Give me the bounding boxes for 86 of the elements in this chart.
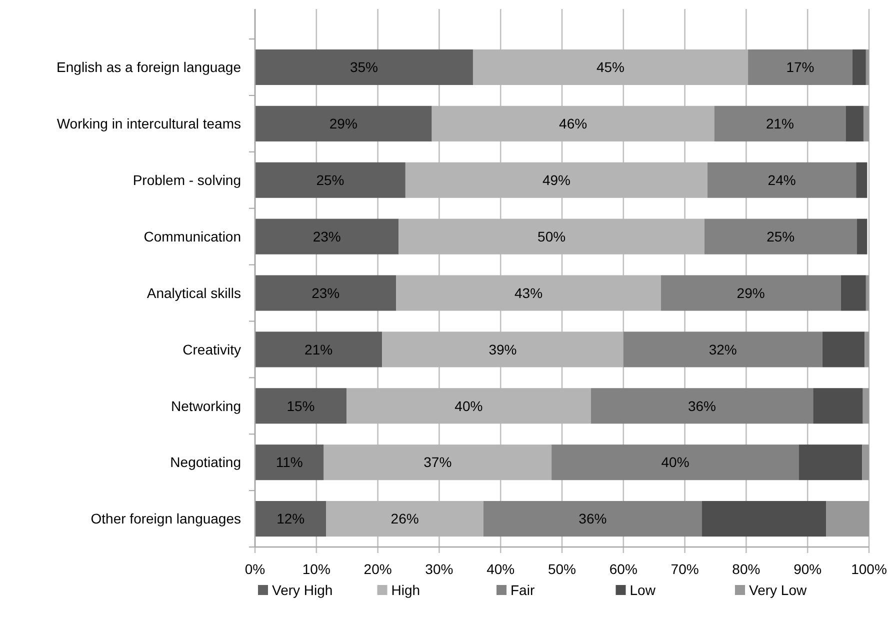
data-label: 43%	[514, 284, 543, 301]
bar	[866, 275, 869, 311]
data-label: 21%	[304, 341, 333, 358]
bar	[866, 49, 869, 85]
bar	[483, 501, 702, 537]
x-tick-label: 20%	[364, 561, 392, 577]
bar	[862, 388, 869, 424]
data-label: 40%	[661, 454, 690, 470]
data-label: 24%	[768, 172, 796, 188]
data-label: 29%	[736, 284, 765, 301]
bar	[660, 275, 841, 311]
y-tick-label: Communication	[144, 228, 241, 244]
legend-label: Low	[630, 582, 656, 598]
data-label: 15%	[286, 398, 315, 414]
bar	[552, 444, 800, 480]
data-label: 26%	[390, 510, 419, 527]
bar	[840, 275, 866, 311]
bar	[748, 49, 852, 85]
bar	[255, 275, 396, 311]
bar	[255, 388, 346, 424]
bar	[255, 49, 473, 85]
bar	[863, 106, 869, 142]
x-tick-label: 40%	[486, 561, 515, 577]
bar	[255, 106, 432, 142]
bar	[255, 332, 382, 368]
y-tick-label: Networking	[170, 398, 241, 414]
data-label: 40%	[454, 398, 483, 414]
data-label: 21%	[766, 116, 794, 132]
y-tick-label: Other foreign languages	[90, 510, 241, 527]
bar	[826, 501, 869, 537]
x-tick-label: 30%	[425, 561, 454, 577]
data-label: 35%	[350, 59, 378, 76]
bar	[708, 162, 856, 198]
bar	[862, 444, 869, 480]
y-tick-label: Working in intercultural teams	[56, 116, 241, 132]
legend-label: High	[391, 582, 420, 598]
x-tick-label: 90%	[794, 561, 822, 577]
bar	[864, 332, 869, 368]
bar	[702, 501, 826, 537]
bar	[255, 162, 406, 198]
x-tick-label: 10%	[302, 561, 330, 577]
x-tick-label: 100%	[851, 561, 887, 577]
x-tick-label: 60%	[609, 561, 638, 577]
data-label: 17%	[786, 59, 814, 76]
bar	[590, 388, 814, 424]
data-label: 29%	[329, 116, 358, 132]
y-tick-label: Creativity	[182, 341, 241, 358]
data-label: 23%	[312, 284, 340, 301]
data-label: 45%	[596, 59, 625, 76]
bar	[255, 218, 399, 254]
y-tick-label: Problem - solving	[132, 172, 241, 188]
bar	[799, 444, 862, 480]
legend-label: Fair	[510, 582, 535, 598]
legend-label: Very Low	[749, 582, 808, 598]
x-tick-label: 80%	[732, 561, 760, 577]
y-tick-label: English as a foreign language	[56, 59, 242, 76]
bar	[822, 332, 865, 368]
data-label: 25%	[316, 172, 344, 188]
data-label: 39%	[488, 341, 517, 358]
x-tick-label: 70%	[670, 561, 699, 577]
legend-label: Very High	[272, 582, 333, 598]
bar	[255, 501, 326, 537]
data-label: 50%	[538, 228, 566, 244]
y-tick-label: Analytical skills	[146, 284, 241, 301]
data-label: 12%	[276, 510, 305, 527]
bar	[846, 106, 864, 142]
bar	[704, 218, 857, 254]
bar	[852, 49, 866, 85]
data-label: 49%	[542, 172, 570, 188]
bar	[856, 218, 868, 254]
data-label: 46%	[559, 116, 588, 132]
data-label: 36%	[578, 510, 607, 527]
bar	[813, 388, 863, 424]
x-tick-label: 0%	[244, 561, 266, 577]
bar	[856, 162, 868, 198]
data-label: 25%	[766, 228, 795, 244]
data-label: 37%	[424, 454, 452, 470]
bar	[255, 444, 324, 480]
bar	[623, 332, 822, 368]
bar	[714, 106, 846, 142]
data-label: 32%	[708, 341, 737, 358]
data-label: 11%	[276, 454, 303, 470]
x-tick-label: 50%	[548, 561, 576, 577]
y-tick-label: Negotiating	[170, 454, 241, 470]
data-label: 36%	[688, 398, 716, 414]
data-label: 23%	[312, 228, 341, 244]
